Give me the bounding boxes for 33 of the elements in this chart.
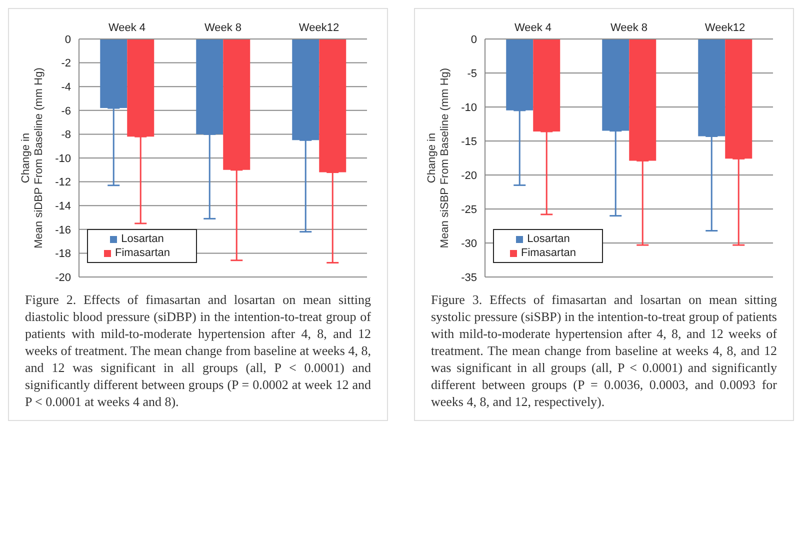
x-tick-label: Week12: [704, 22, 746, 34]
y-tick-label: 0: [64, 34, 71, 46]
y-tick-label: -20: [461, 170, 477, 182]
x-tick-label: Week 8: [204, 22, 242, 34]
y-tick-label: -4: [61, 82, 71, 94]
caption: Figure 3. Effects of fimasartan and losartan on mean sitting systolic pressure (siSBP) in the intention-to-treat group of patients with mild-to-moderate hypertension after 4, 8, and 12 weeks of treatment. The mean change from baseline at weeks 4, 8, and 12 was significant in all groups (all, P < 0.0001) and significantly different between groups (P = 0.0036, 0.0003, and 0.0093 for weeks 4, 8, and 12, respectively).: [430, 291, 778, 410]
x-tick-label: Week12: [298, 22, 340, 34]
y-tick-label: -15: [461, 136, 477, 148]
legend-label: Losartan: [121, 233, 164, 245]
y-tick-label: -10: [55, 152, 71, 165]
x-tick-label: Week 8: [610, 22, 648, 34]
y-tick-label: -16: [55, 224, 71, 236]
legend-label: Fimasartan: [114, 247, 170, 259]
y-tick-label: -5: [467, 68, 477, 80]
y-tick-label: -18: [55, 248, 71, 260]
y-tick-label: -8: [61, 129, 71, 142]
y-axis-title: Change in Mean siSBP From Baseline (mm Hg): [426, 68, 451, 248]
legend-label: Losartan: [527, 233, 570, 245]
y-tick-label: -35: [461, 272, 477, 284]
y-tick-label: -10: [461, 102, 477, 114]
y-tick-label: -2: [61, 58, 71, 70]
x-tick-label: Week 4: [514, 22, 552, 34]
legend-label: Fimasartan: [520, 247, 576, 259]
y-tick-label: -20: [55, 272, 71, 284]
caption: Figure 2. Effects of fimasartan and losartan on mean sitting diastolic blood pressure (siDBP) in the intention-to-treat group of patients with mild-to-moderate hypertension after 4, 8, and 12 weeks of treatment. The mean change from baseline at weeks 4, 8, and 12 was significant in all groups (all, P < 0.0001) and significantly different between groups (P = 0.0002 at week 12 and P < 0.0001 at weeks 4 and 8).: [24, 291, 372, 410]
y-tick-label: -12: [55, 176, 71, 189]
y-tick-label: -6: [61, 105, 71, 118]
y-tick-label: 0: [470, 34, 477, 46]
y-tick-label: -30: [461, 238, 477, 250]
y-axis-title: Change in Mean siDBP From Baseline (mm Hg): [20, 68, 45, 248]
x-tick-label: Week 4: [108, 22, 146, 34]
y-tick-label: -14: [55, 200, 71, 213]
y-tick-label: -25: [461, 204, 477, 216]
